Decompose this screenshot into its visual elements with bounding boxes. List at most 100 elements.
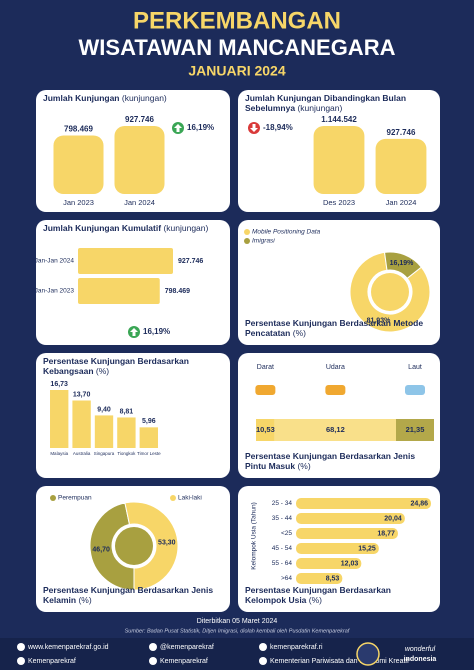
donut-center [115, 527, 153, 565]
donut-segment [349, 251, 431, 333]
legend-label: Imigrasi [252, 238, 275, 245]
category-label: 55 - 64 [272, 560, 293, 567]
category-label: Malaysia [50, 451, 68, 456]
value-label: 16,19% [390, 260, 415, 267]
bar [296, 558, 362, 569]
bar [72, 400, 91, 448]
title: PERKEMBANGAN [133, 7, 341, 34]
bar [296, 498, 431, 509]
panel-title: Persentase Kunjungan Berdasarkan Metode … [245, 318, 424, 338]
value-label: 12,03 [341, 560, 359, 567]
bar [78, 278, 160, 304]
category-label: Tiongkok [117, 451, 136, 456]
category-label: Jan 2023 [63, 198, 94, 207]
panel-heading: Persentase Kunjungan Berdasarkan Kebangs… [43, 356, 223, 377]
published: Diterbitkan 05 Maret 2024 [197, 618, 278, 625]
category-label: 35 - 44 [272, 515, 293, 522]
social-icon [17, 657, 25, 665]
footer-text: kemenparekraf.ri [270, 644, 323, 651]
panel-title: Persentase Kunjungan Berdasarkan Kebangs… [43, 356, 189, 376]
category-label: >64 [281, 575, 292, 582]
panel-title: Persentase Kunjungan Berdasarkan Jenis P… [245, 451, 416, 471]
value-label: 20,04 [384, 515, 402, 522]
social-icon [259, 657, 267, 665]
value-label: 46,70 [92, 546, 110, 553]
panel-title: Jumlah Kunjungan [43, 93, 120, 103]
footer-text: Kemenparekraf [28, 658, 76, 665]
legend-label: Laki-laki [178, 495, 202, 502]
subtitle: JANUARI 2024 [188, 63, 285, 79]
value-label: 24,86 [410, 500, 428, 507]
value-label: 15,25 [358, 545, 376, 552]
panel-title: Jumlah Kunjungan Kumulatif [43, 223, 162, 233]
bar-segment [256, 419, 275, 441]
category-label: Timor Leste [137, 451, 161, 456]
panel-title: Persentase Kunjungan Berdasarkan Jenis K… [43, 585, 214, 605]
social-icon [17, 643, 25, 651]
icon [255, 385, 276, 395]
bar [117, 417, 136, 448]
value-label: 1.144.542 [321, 115, 357, 124]
value-label: 8,53 [326, 575, 340, 582]
bar [296, 573, 343, 584]
legend-label: Laut [408, 364, 422, 371]
value-label: 927.746 [178, 258, 203, 265]
category-label: Jan 2024 [124, 198, 155, 207]
panel-heading: Jumlah Kunjungan Dibandingkan Bulan Sebe… [245, 93, 433, 114]
bar [296, 543, 379, 554]
panel [238, 353, 440, 478]
category-label: Singapura [94, 451, 115, 456]
bar [50, 390, 69, 448]
bar [94, 415, 114, 448]
value-label: 53,30 [158, 539, 176, 546]
panel-heading: Persentase Kunjungan Berdasarkan Kelompo… [245, 585, 433, 606]
panel-heading: Persentase Kunjungan Berdasarkan Metode … [245, 318, 433, 339]
donut-segment [89, 502, 135, 591]
value-label: 927.746 [125, 115, 154, 124]
value-label: 18,77 [377, 530, 395, 537]
legend-label: Perempuan [58, 495, 92, 502]
change-label: -18,94% [263, 123, 293, 132]
donut-segment [383, 251, 423, 280]
social-icon [149, 657, 157, 665]
panel-heading: Persentase Kunjungan Berdasarkan Jenis P… [245, 451, 433, 472]
bar [313, 126, 365, 194]
panel-heading: Jumlah Kunjungan (kunjungan) [43, 93, 223, 104]
legend-label: Mobile Positioning Data [252, 229, 321, 236]
source: Sumber: Badan Pusat Statistik, Ditjen Im… [125, 628, 350, 634]
value-label: 798.469 [165, 288, 190, 295]
value-label: 13,70 [73, 391, 91, 398]
value-label: 5,96 [142, 418, 156, 425]
social-icon [149, 643, 157, 651]
icon [325, 385, 346, 395]
brand: wonderful [405, 646, 436, 653]
legend-swatch [244, 229, 250, 235]
title: WISATAWAN MANCANEGARA [79, 35, 396, 60]
panel-heading: Persentase Kunjungan Berdasarkan Jenis K… [43, 585, 223, 606]
panel-heading: Jumlah Kunjungan Kumulatif (kunjungan) [43, 223, 223, 234]
footer-text: @kemenparekraf [160, 644, 214, 651]
panel-unit: (%) [297, 460, 311, 471]
change-label: 16,19% [143, 327, 170, 336]
value-label: 68,12 [326, 425, 345, 434]
legend-swatch [170, 495, 176, 501]
value-label: 798.469 [64, 125, 93, 134]
panel-title: Jumlah Kunjungan Dibandingkan Bulan Sebe… [245, 93, 407, 113]
change-label: 16,19% [187, 123, 214, 132]
value-label: 81,93% [367, 318, 392, 325]
legend-label: Udara [326, 364, 345, 371]
value-label: 16,73 [50, 381, 68, 388]
icon [404, 385, 425, 395]
value-label: 927.746 [387, 128, 416, 137]
panel-unit: (kunjungan) [121, 93, 167, 103]
category-label: Jan-Jan 2023 [35, 288, 75, 295]
category-label: <25 [281, 530, 292, 537]
donut-center [371, 273, 409, 311]
bar [139, 427, 158, 448]
category-label: 45 - 54 [272, 545, 293, 552]
category-label: Des 2023 [323, 198, 355, 207]
footer-text: Kementerian Pariwisata dan Ekonomi Kreat… [270, 658, 409, 665]
value-label: 10,53 [256, 425, 275, 434]
category-label: Jan 2024 [386, 198, 417, 207]
